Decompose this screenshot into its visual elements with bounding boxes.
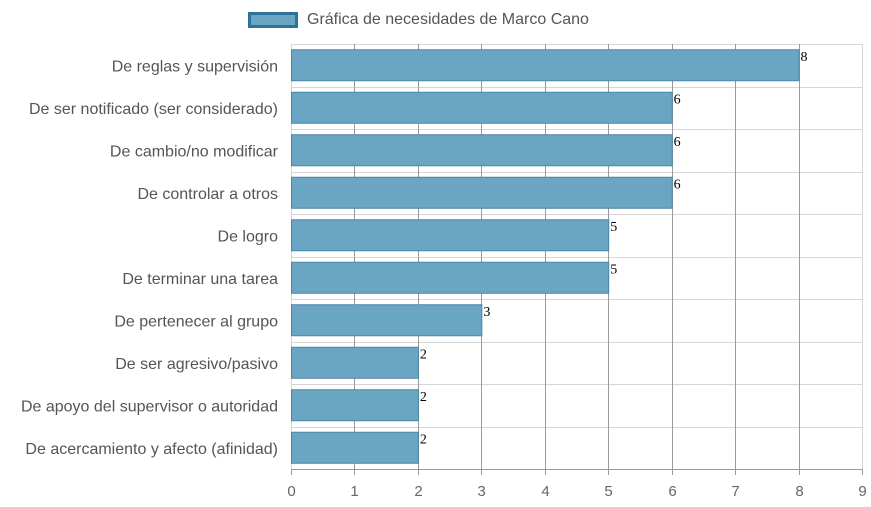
x-tick-label: 2 <box>414 483 422 500</box>
category-label: De ser agresivo/pasivo <box>115 356 278 373</box>
legend-label: Gráfica de necesidades de Marco Cano <box>307 11 589 28</box>
x-tick-label: 3 <box>477 483 485 500</box>
bar <box>291 431 419 464</box>
category-label: De terminar una tarea <box>122 271 278 288</box>
category-label: De controlar a otros <box>137 186 278 203</box>
data-label: 2 <box>420 347 427 362</box>
category-label: De cambio/no modificar <box>110 143 279 160</box>
data-label: 6 <box>674 92 681 107</box>
x-tick-label: 6 <box>668 483 676 500</box>
bar <box>291 346 419 379</box>
data-label: 6 <box>674 177 681 192</box>
bar <box>291 134 673 167</box>
x-tick-label: 5 <box>604 483 612 500</box>
category-label: De acercamiento y afecto (afinidad) <box>25 441 278 458</box>
data-label: 2 <box>420 432 427 447</box>
legend-swatch <box>248 12 298 28</box>
category-label: De reglas y supervisión <box>112 58 278 75</box>
data-label: 3 <box>483 305 490 320</box>
bar <box>291 219 610 252</box>
category-label: De pertenecer al grupo <box>114 313 278 330</box>
bar <box>291 304 483 337</box>
data-label: 2 <box>420 390 427 405</box>
x-tick-label: 7 <box>731 483 739 500</box>
x-tick-label: 1 <box>350 483 358 500</box>
bar <box>291 49 800 82</box>
category-label: De logro <box>218 228 279 245</box>
bar <box>291 389 419 422</box>
data-label: 6 <box>674 135 681 150</box>
data-label: 8 <box>801 50 808 65</box>
category-label: De apoyo del supervisor o autoridad <box>21 398 278 415</box>
bar <box>291 261 610 294</box>
category-label: De ser notificado (ser considerado) <box>29 101 278 118</box>
x-tick-label: 9 <box>858 483 866 500</box>
x-tick-label: 4 <box>541 483 549 500</box>
chart-legend[interactable]: Gráfica de necesidades de Marco Cano <box>248 9 589 31</box>
bar <box>291 91 673 124</box>
data-label: 5 <box>610 262 617 277</box>
x-tick-label: 0 <box>287 483 295 500</box>
bar <box>291 176 673 209</box>
data-label: 5 <box>610 220 617 235</box>
x-tick-label: 8 <box>795 483 803 500</box>
